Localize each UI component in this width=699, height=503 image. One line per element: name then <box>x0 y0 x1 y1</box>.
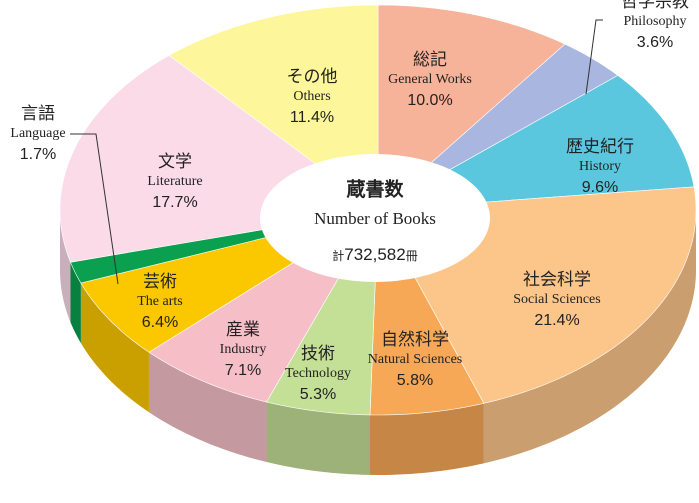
slice-side <box>80 283 149 413</box>
label-en: The arts <box>137 294 182 309</box>
label-jp: 技術 <box>301 344 335 364</box>
slice <box>168 4 379 211</box>
slice <box>377 4 566 211</box>
slice-side <box>483 210 696 464</box>
label-jp: その他 <box>287 67 338 87</box>
slice-side <box>70 262 81 344</box>
value-label: 5.8% <box>397 372 433 389</box>
label-jp: 総記 <box>413 50 447 70</box>
total-prefix: 計 <box>332 248 344 263</box>
value-label: 7.1% <box>225 362 261 379</box>
label-jp: 哲学宗教 <box>621 0 689 12</box>
value-label: 6.4% <box>142 314 178 331</box>
label-en: Industry <box>220 342 267 357</box>
value-label: 10.0% <box>407 92 452 109</box>
leader-line <box>585 19 603 95</box>
label-en: Natural Sciences <box>368 352 462 367</box>
label-en: Social Sciences <box>513 292 600 307</box>
label-jp: 文学 <box>158 152 192 172</box>
value-label: 5.3% <box>300 386 336 403</box>
label-en: General Works <box>388 72 472 87</box>
label-jp: 言語 <box>21 104 55 124</box>
total-value: 732,582 <box>344 245 405 264</box>
label-en: Technology <box>285 366 351 381</box>
label-en: Others <box>293 89 330 104</box>
label-en: History <box>579 159 621 174</box>
value-label: 21.4% <box>534 312 579 329</box>
label-jp: 社会科学 <box>523 270 591 290</box>
total: 計732,582冊 <box>332 245 417 264</box>
center-title: 蔵書数 <box>346 178 404 201</box>
value-label: 9.6% <box>582 179 618 196</box>
value-label: 17.7% <box>152 194 197 211</box>
slice-side <box>148 352 267 462</box>
leader-line <box>70 133 119 285</box>
total-suffix: 冊 <box>406 249 418 263</box>
label-jp: 産業 <box>226 320 260 340</box>
label-jp: 歴史紀行 <box>566 137 634 157</box>
donut-hole <box>260 154 490 282</box>
label-en: Language <box>10 126 65 141</box>
label-en: Literature <box>147 174 202 189</box>
value-label: 3.6% <box>637 34 673 51</box>
slice-side <box>266 401 371 475</box>
label-jp: 自然科学 <box>381 330 449 350</box>
slice-side <box>60 210 71 323</box>
value-label: 1.7% <box>20 146 56 163</box>
label-jp: 芸術 <box>143 272 177 292</box>
center-subtitle: Number of Books <box>314 209 436 228</box>
slice-side <box>370 403 484 475</box>
label-en: Philosophy <box>623 14 686 29</box>
value-label: 11.4% <box>290 109 334 126</box>
